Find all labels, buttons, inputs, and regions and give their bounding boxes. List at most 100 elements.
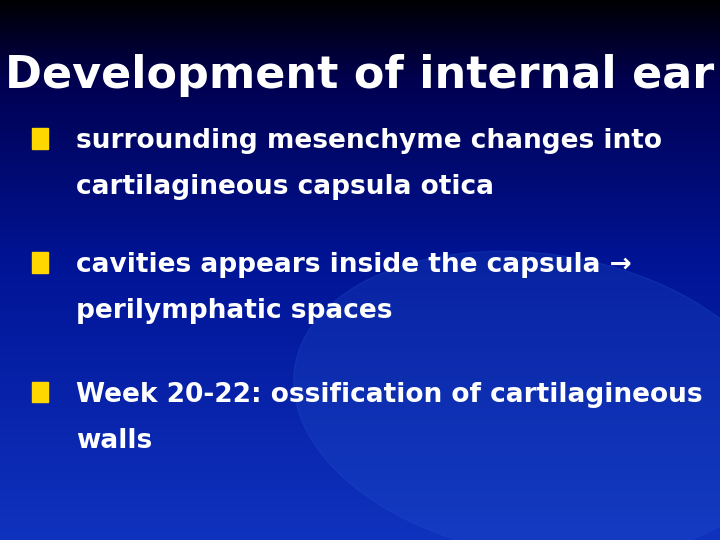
Bar xyxy=(0,97,720,99)
Bar xyxy=(0,313,720,315)
Bar xyxy=(0,360,720,362)
Bar xyxy=(0,232,720,234)
Bar xyxy=(0,320,720,322)
Bar xyxy=(0,502,720,504)
Bar xyxy=(0,371,720,373)
Bar xyxy=(0,508,720,509)
Bar xyxy=(0,225,720,227)
Bar xyxy=(0,23,720,25)
Bar xyxy=(0,173,720,174)
Bar xyxy=(0,538,720,540)
Bar xyxy=(0,231,720,232)
Bar xyxy=(0,110,720,112)
Bar xyxy=(0,282,720,285)
Bar xyxy=(0,366,720,367)
Bar xyxy=(0,11,720,12)
Bar xyxy=(0,272,720,274)
Bar xyxy=(0,457,720,459)
Bar xyxy=(0,177,720,178)
Bar xyxy=(0,383,720,385)
Bar xyxy=(0,241,720,243)
Bar xyxy=(0,128,720,130)
Bar xyxy=(0,274,720,275)
Bar xyxy=(0,162,720,164)
Bar xyxy=(0,525,720,528)
Bar xyxy=(0,198,720,200)
Bar xyxy=(0,140,720,142)
Bar xyxy=(0,336,720,339)
Bar xyxy=(0,450,720,452)
Text: cavities appears inside the capsula →: cavities appears inside the capsula → xyxy=(76,252,631,278)
Bar xyxy=(0,42,720,43)
Bar xyxy=(0,518,720,520)
Bar xyxy=(0,459,720,461)
Bar xyxy=(0,123,720,124)
Bar xyxy=(0,248,720,250)
Bar xyxy=(0,491,720,493)
Bar xyxy=(0,99,720,101)
Bar xyxy=(32,252,48,273)
Bar xyxy=(0,93,720,96)
Bar xyxy=(0,382,720,383)
Bar xyxy=(0,346,720,347)
Bar xyxy=(0,254,720,255)
Bar xyxy=(0,400,720,401)
Bar xyxy=(0,509,720,511)
Bar xyxy=(32,128,48,148)
Bar xyxy=(0,130,720,131)
Bar xyxy=(0,56,720,58)
Bar xyxy=(0,486,720,488)
Bar xyxy=(0,398,720,400)
Bar xyxy=(0,326,720,328)
Bar xyxy=(0,396,720,398)
Bar xyxy=(0,189,720,191)
Bar xyxy=(0,212,720,214)
Bar xyxy=(0,389,720,390)
Bar xyxy=(0,164,720,166)
Bar xyxy=(0,301,720,302)
Bar xyxy=(0,151,720,153)
Bar xyxy=(0,385,720,387)
Bar xyxy=(0,167,720,169)
Bar xyxy=(0,410,720,412)
Bar xyxy=(0,158,720,160)
Bar xyxy=(0,468,720,470)
Bar xyxy=(0,268,720,270)
Bar xyxy=(0,211,720,212)
Bar xyxy=(0,432,720,434)
Bar xyxy=(0,221,720,223)
Bar xyxy=(0,380,720,382)
Bar xyxy=(0,144,720,146)
Bar xyxy=(0,443,720,444)
Bar xyxy=(32,382,48,402)
Bar xyxy=(0,146,720,147)
Bar xyxy=(0,12,720,15)
Bar xyxy=(0,393,720,394)
Bar xyxy=(0,374,720,376)
Bar xyxy=(0,444,720,447)
Bar xyxy=(0,367,720,369)
Bar xyxy=(0,207,720,209)
Bar xyxy=(0,436,720,437)
Bar xyxy=(0,131,720,133)
Bar xyxy=(0,347,720,349)
Bar xyxy=(0,54,720,56)
Bar xyxy=(0,363,720,366)
Bar xyxy=(0,15,720,16)
Bar xyxy=(0,331,720,333)
Bar xyxy=(0,403,720,405)
Bar xyxy=(0,481,720,482)
Bar xyxy=(0,475,720,477)
Bar xyxy=(0,83,720,85)
Bar xyxy=(0,513,720,515)
Bar xyxy=(0,9,720,11)
Bar xyxy=(0,295,720,297)
Bar xyxy=(0,49,720,50)
Bar xyxy=(0,463,720,464)
Bar xyxy=(0,279,720,281)
Bar xyxy=(0,407,720,409)
Bar xyxy=(0,417,720,420)
Bar xyxy=(0,18,720,20)
Bar xyxy=(0,497,720,498)
Bar xyxy=(0,20,720,22)
